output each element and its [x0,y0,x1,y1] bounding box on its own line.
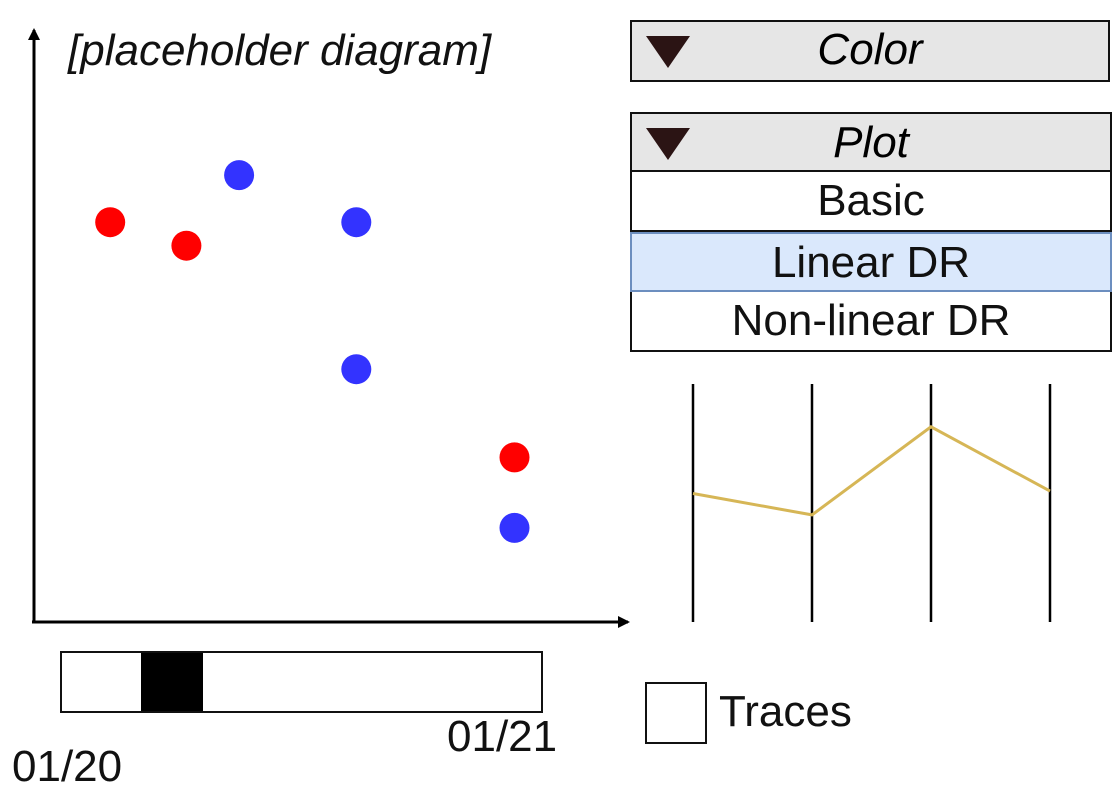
color-panel[interactable]: Color [630,20,1110,82]
parallel-trace-line [693,427,1050,515]
slider-start-date: 01/20 [12,742,122,792]
parallel-coordinates-plot [660,376,1080,636]
plot-option-linear-dr[interactable]: Linear DR [630,232,1112,292]
scatter-plot [0,0,650,650]
triangle-down-icon[interactable] [646,36,690,68]
slider-thumb[interactable] [141,653,203,711]
diagram-title: [placeholder diagram] [68,26,491,76]
plot-option-non-linear-dr[interactable]: Non-linear DR [630,292,1112,352]
traces-checkbox[interactable] [645,682,707,744]
scatter-point-red[interactable] [95,207,125,237]
color-panel-label: Color [632,22,1108,78]
traces-label: Traces [719,682,852,742]
plot-panel: Plot Basic Linear DR Non-linear DR [630,112,1112,352]
triangle-down-icon[interactable] [646,128,690,160]
scatter-point-blue[interactable] [341,207,371,237]
scatter-point-blue[interactable] [224,160,254,190]
plot-panel-header[interactable]: Plot [630,112,1112,172]
color-panel-header[interactable]: Color [632,22,1108,80]
plot-option-basic[interactable]: Basic [630,172,1112,232]
slider-end-date: 01/21 [447,712,557,762]
scatter-point-red[interactable] [171,231,201,261]
plot-panel-label: Plot [632,114,1110,172]
scatter-point-blue[interactable] [500,513,530,543]
time-slider[interactable] [60,651,543,713]
scatter-point-blue[interactable] [341,354,371,384]
scatter-point-red[interactable] [500,442,530,472]
